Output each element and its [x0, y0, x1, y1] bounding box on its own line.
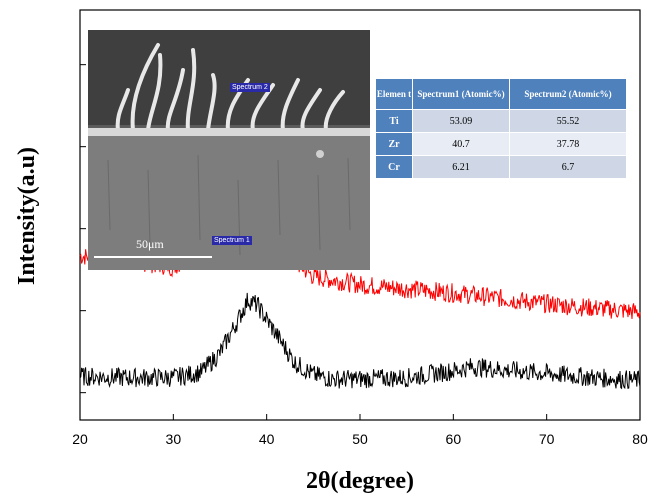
- table-row: Zr 40.7 37.78: [375, 132, 627, 156]
- table-header: Elemen t: [375, 78, 413, 110]
- composition-table: Elemen t Spectrum1 (Atomic%) Spectrum2 (…: [375, 78, 627, 179]
- series-line-black: [79, 292, 641, 390]
- table-cell: 37.78: [509, 132, 627, 156]
- table-cell: 6.7: [509, 155, 627, 179]
- element-cell: Zr: [375, 132, 413, 156]
- scale-bar-label: 50μm: [136, 237, 164, 251]
- x-tick-label: 30: [166, 431, 182, 447]
- axis-ticks: 20 30 40 50 60 70 80: [72, 64, 648, 447]
- table-cell: 6.21: [412, 155, 510, 179]
- scale-bar: [94, 256, 212, 258]
- sem-micrograph-inset: Spectrum 2 Spectrum 1 50μm: [88, 30, 370, 270]
- table-header: Spectrum2 (Atomic%): [509, 78, 627, 110]
- table-cell: 40.7: [412, 132, 510, 156]
- table-cell: 55.52: [509, 109, 627, 133]
- table-cell: 53.09: [412, 109, 510, 133]
- x-tick-label: 20: [72, 431, 88, 447]
- x-tick-label: 60: [446, 431, 462, 447]
- y-axis-title: Intensity(a.u): [14, 147, 40, 285]
- x-tick-label: 80: [632, 431, 648, 447]
- table-row: Ti 53.09 55.52: [375, 109, 627, 133]
- element-cell: Ti: [375, 109, 413, 133]
- sem-texture: [88, 30, 370, 270]
- x-axis-title: 2θ(degree): [306, 468, 414, 494]
- spectrum-1-label: Spectrum 1: [212, 236, 252, 245]
- x-tick-label: 40: [259, 431, 275, 447]
- table-header: Spectrum1 (Atomic%): [412, 78, 510, 110]
- table-header-row: Elemen t Spectrum1 (Atomic%) Spectrum2 (…: [375, 78, 627, 110]
- spectrum-2-label: Spectrum 2: [230, 83, 270, 92]
- x-tick-label: 50: [352, 431, 368, 447]
- table-row: Cr 6.21 6.7: [375, 155, 627, 179]
- element-cell: Cr: [375, 155, 413, 179]
- x-tick-label: 70: [539, 431, 555, 447]
